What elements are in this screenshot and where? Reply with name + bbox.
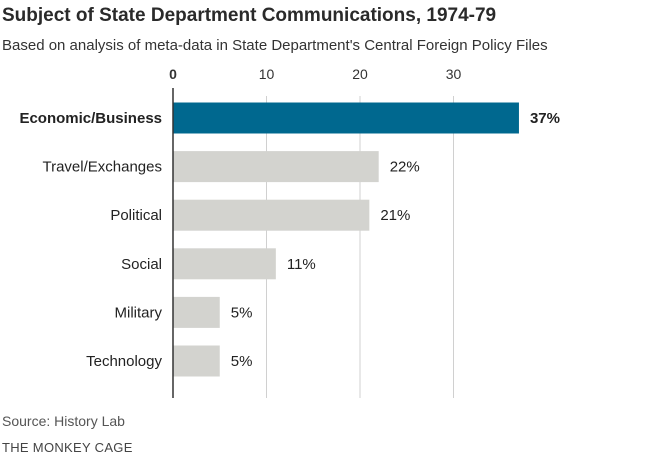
- x-tick-label: 10: [259, 66, 275, 82]
- x-tick-label: 0: [169, 66, 177, 82]
- category-label: Social: [121, 256, 162, 273]
- x-tick-label: 30: [446, 66, 462, 82]
- value-label: 37%: [530, 110, 560, 127]
- chart-subtitle: Based on analysis of meta-data in State …: [2, 37, 548, 54]
- value-label: 21%: [380, 207, 410, 224]
- category-label: Military: [115, 304, 163, 321]
- source-note: Source: History Lab: [2, 413, 125, 429]
- x-tick-label: 20: [352, 66, 368, 82]
- bar: [173, 102, 519, 134]
- category-label: Economic/Business: [19, 110, 162, 127]
- value-label: 5%: [231, 304, 253, 321]
- value-label: 5%: [231, 353, 253, 370]
- value-label: 11%: [287, 256, 316, 273]
- value-label: 22%: [390, 159, 420, 176]
- bar-chart: 0 10 20 30 Economic/Business 37% Travel/Exchan…: [19, 66, 560, 398]
- bar: [173, 199, 370, 231]
- bar: [173, 345, 220, 377]
- category-label: Political: [110, 207, 162, 224]
- category-label: Travel/Exchanges: [42, 159, 162, 176]
- category-label: Technology: [86, 353, 162, 370]
- brand-label: THE MONKEY CAGE: [2, 440, 133, 455]
- bar: [173, 151, 379, 183]
- chart-title: Subject of State Department Communicatio…: [2, 5, 497, 26]
- bar: [173, 248, 276, 280]
- bar: [173, 296, 220, 328]
